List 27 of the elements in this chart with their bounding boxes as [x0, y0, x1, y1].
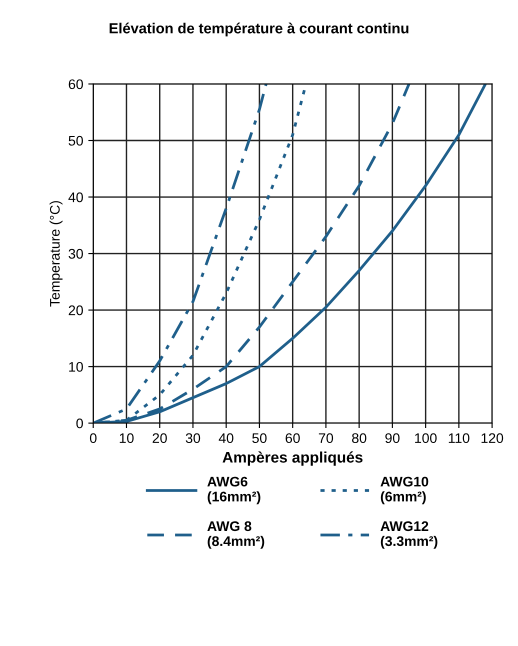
y-tick-label: 40 — [68, 192, 83, 202]
x-axis-title: Ampères appliqués — [222, 451, 363, 466]
x-tick-label: 70 — [318, 433, 334, 444]
legend-label: AWG12 (3.3mm²) — [380, 521, 438, 549]
x-tick-label: 20 — [152, 433, 167, 444]
x-tick-label: 30 — [186, 433, 200, 444]
x-tick-label: 90 — [385, 433, 400, 444]
chart-title: Elévation de température à courant continu — [110, 22, 408, 36]
legend-label: AWG6 (16mm²) — [207, 476, 260, 504]
x-tick-label: 60 — [286, 433, 300, 444]
x-tick-label: 110 — [448, 433, 470, 444]
y-tick-label: 20 — [68, 305, 83, 316]
x-tick-label: 0 — [90, 433, 97, 444]
y-tick-label: 10 — [69, 362, 83, 372]
y-axis-title: Temperature (°C) — [50, 201, 63, 307]
x-tick-label: 100 — [415, 433, 437, 444]
y-tick-label: 50 — [68, 136, 83, 146]
y-tick-label: 60 — [68, 79, 83, 90]
x-tick-label: 120 — [482, 433, 504, 444]
x-tick-label: 40 — [218, 433, 234, 444]
legend-label: AWG 8 (8.4mm²) — [207, 521, 264, 549]
x-tick-label: 50 — [252, 433, 267, 444]
x-tick-label: 80 — [352, 433, 366, 444]
y-tick-label: 30 — [68, 248, 83, 259]
x-tick-label: 10 — [120, 433, 134, 444]
y-tick-label: 0 — [76, 418, 83, 428]
legend-label: AWG10 (6mm²) — [380, 476, 428, 504]
